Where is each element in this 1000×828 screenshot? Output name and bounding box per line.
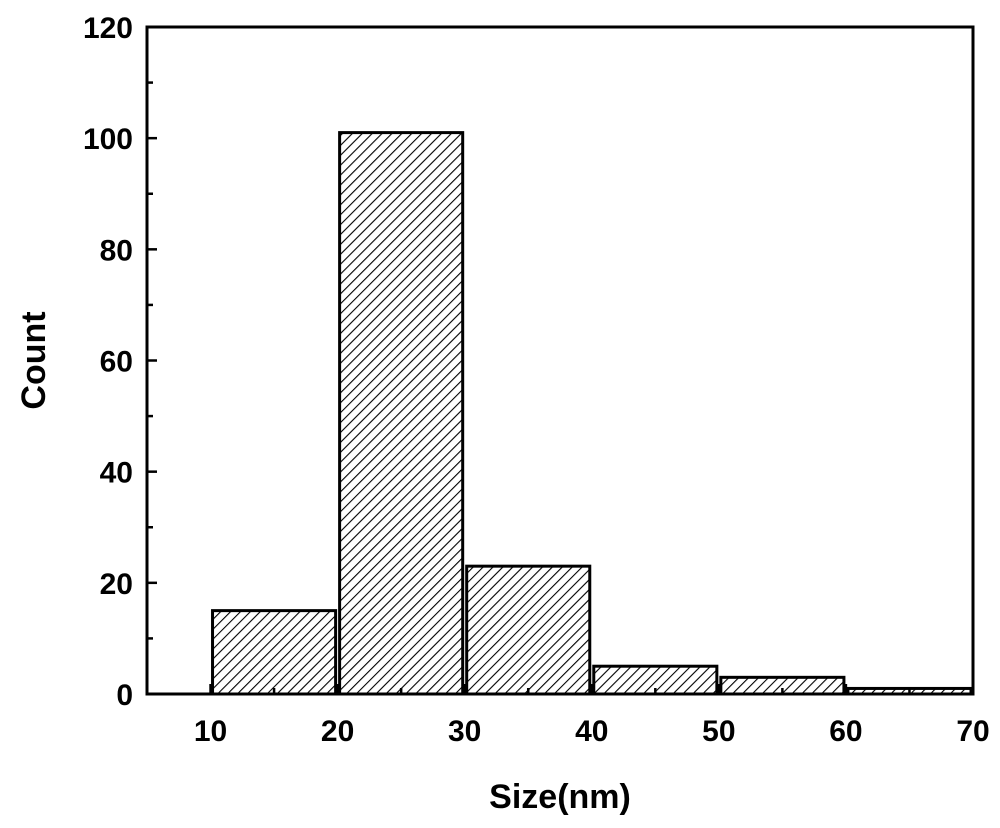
x-tick-label: 30 [448,715,481,748]
x-tick-label: 10 [194,715,227,748]
histogram-bar [338,131,465,696]
x-tick-label: 40 [575,715,608,748]
y-tick-label: 80 [100,234,133,267]
y-tick-label: 120 [83,12,133,45]
y-tick-label: 100 [83,123,133,156]
x-tick-label: 70 [956,715,989,748]
x-tick-label: 60 [829,715,862,748]
y-tick-label: 20 [100,568,133,601]
bars-group [211,131,973,696]
y-axis-title: Count [15,311,53,409]
histogram-bar [211,609,338,696]
x-tick-label: 50 [702,715,735,748]
y-tick-label: 40 [100,457,133,490]
x-axis-title: Size(nm) [489,778,631,816]
y-tick-label: 0 [116,679,133,712]
y-tick-label: 60 [100,346,133,379]
ticks-group: 10 20 30 40 50 60 70 0 20 40 60 80 100 120 [83,12,990,748]
x-tick-label: 20 [321,715,354,748]
histogram-bar [465,564,592,696]
plot-frame [145,25,975,696]
